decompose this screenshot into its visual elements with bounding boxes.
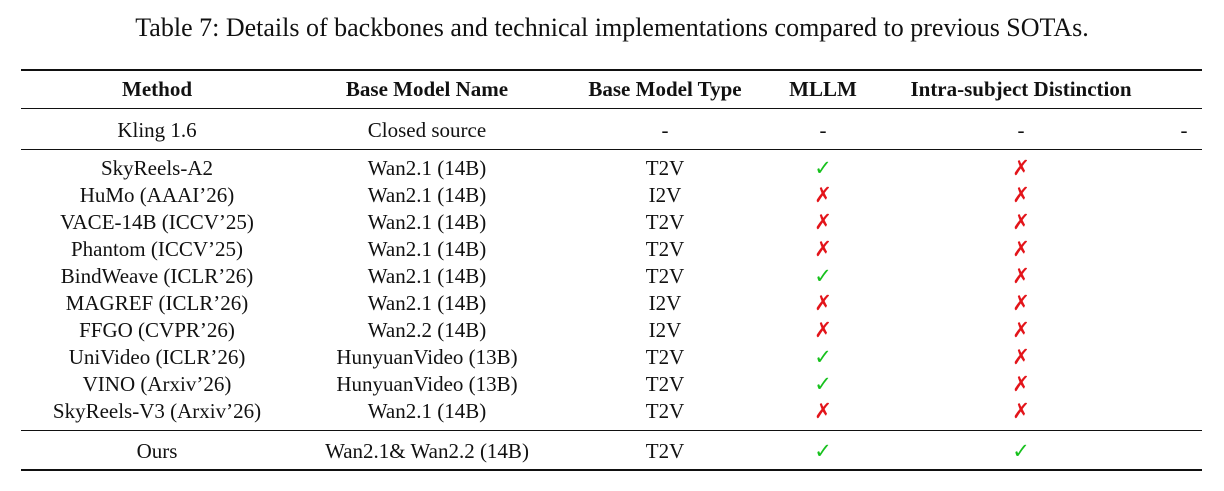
row-base-model-type: T2V — [645, 345, 685, 369]
row-method: VINO (Arxiv’26) — [82, 372, 232, 396]
row-method: SkyReels-V3 (Arxiv’26) — [52, 399, 262, 423]
intra-cross-icon: ✗ — [1012, 291, 1030, 315]
ours-base-model-type: T2V — [645, 439, 685, 463]
intra-cross-icon: ✗ — [1012, 399, 1030, 423]
mllm-cross-icon: ✗ — [814, 318, 832, 342]
intra-cross-icon: ✗ — [1012, 210, 1030, 234]
header-method: Method — [122, 77, 192, 101]
row-base-model-name: HunyuanVideo (13B) — [336, 345, 518, 369]
mllm-cross-icon: ✗ — [814, 291, 832, 315]
mllm-cross-icon: ✗ — [814, 183, 832, 207]
row-base-model-type: T2V — [645, 372, 685, 396]
ours-rule — [21, 430, 1202, 431]
intra-cross-icon: ✗ — [1012, 372, 1030, 396]
closed-extra: - — [1180, 118, 1188, 142]
row-base-model-name: Wan2.1 (14B) — [367, 399, 487, 423]
intra-cross-icon: ✗ — [1012, 345, 1030, 369]
mllm-cross-icon: ✗ — [814, 237, 832, 261]
row-base-model-type: T2V — [645, 264, 685, 288]
row-base-model-name: Wan2.2 (14B) — [367, 318, 487, 342]
row-base-model-name: Wan2.1 (14B) — [367, 210, 487, 234]
bottom-rule — [21, 469, 1202, 471]
mllm-check-icon: ✓ — [814, 156, 832, 180]
mllm-check-icon: ✓ — [814, 372, 832, 396]
row-base-model-type: I2V — [648, 183, 682, 207]
intra-cross-icon: ✗ — [1012, 183, 1030, 207]
intra-check-icon: ✓ — [1012, 439, 1030, 463]
row-method: SkyReels-A2 — [101, 156, 213, 180]
row-method: BindWeave (ICLR’26) — [60, 264, 254, 288]
mllm-cross-icon: ✗ — [814, 399, 832, 423]
row-base-model-name: Wan2.1 (14B) — [367, 237, 487, 261]
intra-cross-icon: ✗ — [1012, 318, 1030, 342]
row-base-model-type: I2V — [648, 291, 682, 315]
row-method: VACE-14B (ICCV’25) — [60, 210, 254, 234]
row-method: UniVideo (ICLR’26) — [68, 345, 246, 369]
mllm-check-icon: ✓ — [814, 264, 832, 288]
row-base-model-name: Wan2.1 (14B) — [367, 156, 487, 180]
row-base-model-name: HunyuanVideo (13B) — [336, 372, 518, 396]
mllm-check-icon: ✓ — [814, 345, 832, 369]
closed-intra: - — [1017, 118, 1025, 142]
row-method: FFGO (CVPR’26) — [79, 318, 235, 342]
row-base-model-type: T2V — [645, 237, 685, 261]
row-base-model-name: Wan2.1 (14B) — [367, 264, 487, 288]
row-method: Phantom (ICCV’25) — [70, 237, 244, 261]
header-rule — [21, 108, 1202, 109]
table-caption: Table 7: Details of backbones and techni… — [135, 13, 1089, 42]
mllm-cross-icon: ✗ — [814, 210, 832, 234]
row-base-model-name: Wan2.1 (14B) — [367, 291, 487, 315]
top-rule — [21, 69, 1202, 71]
row-base-model-name: Wan2.1 (14B) — [367, 183, 487, 207]
header-mllm: MLLM — [789, 77, 857, 101]
header-base-model-type: Base Model Type — [588, 77, 742, 101]
closed-base-model-name: Closed source — [367, 118, 487, 142]
row-base-model-type: T2V — [645, 399, 685, 423]
closed-mllm: - — [819, 118, 827, 142]
ours-base-model-name: Wan2.1& Wan2.2 (14B) — [325, 439, 529, 463]
closed-method: Kling 1.6 — [117, 118, 197, 142]
mllm-check-icon: ✓ — [814, 439, 832, 463]
row-method: HuMo (AAAI’26) — [79, 183, 235, 207]
intra-cross-icon: ✗ — [1012, 237, 1030, 261]
closed-rule — [21, 149, 1202, 150]
intra-cross-icon: ✗ — [1012, 156, 1030, 180]
header-base-model-name: Base Model Name — [345, 77, 509, 101]
intra-cross-icon: ✗ — [1012, 264, 1030, 288]
row-base-model-type: I2V — [648, 318, 682, 342]
header-intra-subject-distinction: Intra-subject Distinction — [910, 77, 1132, 101]
row-base-model-type: T2V — [645, 210, 685, 234]
row-base-model-type: T2V — [645, 156, 685, 180]
row-method: MAGREF (ICLR’26) — [65, 291, 249, 315]
ours-method: Ours — [136, 439, 178, 463]
closed-base-model-type: - — [661, 118, 669, 142]
